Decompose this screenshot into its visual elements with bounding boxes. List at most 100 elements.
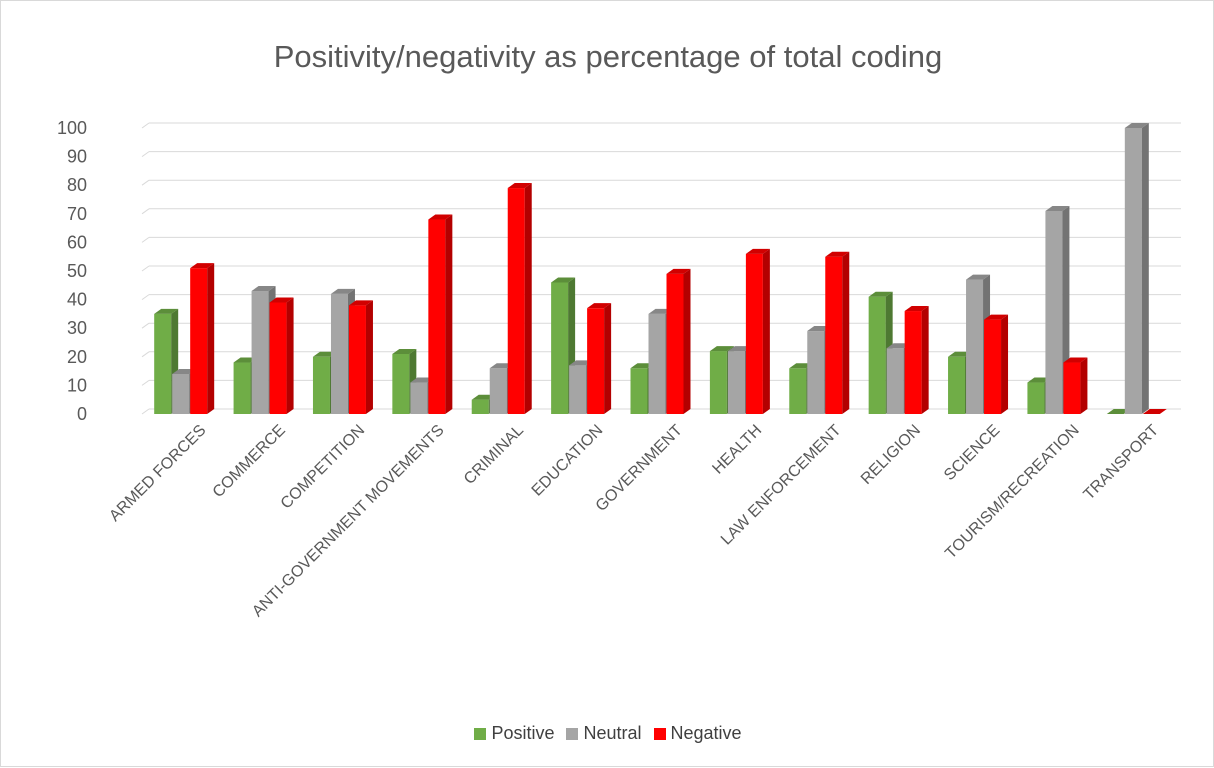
legend-label: Negative: [670, 723, 742, 743]
bar-front: [789, 368, 807, 414]
gridline-depth: [141, 151, 150, 158]
y-tick-label: 30: [67, 318, 87, 338]
y-tick-label: 40: [67, 290, 87, 310]
bar-side: [445, 214, 453, 414]
gridline-depth: [141, 294, 150, 301]
bar-front: [1027, 382, 1045, 414]
bar-front: [190, 268, 208, 414]
legend-label: Neutral: [583, 723, 642, 743]
bar-front: [1124, 128, 1142, 414]
x-tick-label: SCIENCE: [941, 422, 1003, 484]
x-tick-label: COMPETITION: [278, 422, 369, 513]
bar-negative: [348, 300, 373, 414]
bar-front: [410, 382, 428, 414]
bar-front: [868, 296, 886, 414]
bar-top: [709, 346, 734, 352]
bar-side: [762, 248, 770, 414]
bar-front: [1063, 362, 1081, 414]
bar-front: [154, 313, 172, 414]
bar-front: [471, 399, 489, 414]
x-axis-labels: ARMED FORCES COMMERCECOMPETITIONANTI-GOVE…: [106, 422, 1162, 621]
bars: [154, 123, 1167, 414]
bar-top: [1142, 409, 1167, 414]
legend-swatch: [474, 728, 487, 740]
bar-top: [587, 303, 612, 309]
bar-front: [489, 368, 507, 414]
bar-side: [286, 297, 294, 414]
bar-front: [348, 305, 366, 414]
bar-front: [587, 308, 605, 414]
bar-front: [648, 313, 666, 414]
bar-top: [825, 251, 850, 257]
bar-top: [428, 214, 453, 220]
bar-front: [966, 279, 984, 414]
x-tick-label: COMMERCE: [210, 422, 289, 501]
bar-top: [1063, 357, 1088, 363]
bar-front: [807, 331, 825, 414]
bar-neutral: [1124, 123, 1149, 414]
x-tick-label: CRIMINAL: [461, 422, 527, 488]
gridline-depth: [141, 351, 150, 358]
bar-side: [604, 303, 612, 414]
bar-front: [709, 351, 727, 414]
bar-front: [330, 293, 348, 414]
bar-front: [233, 362, 251, 414]
x-tick-label: GOVERNMENT: [593, 422, 686, 515]
bar-front: [312, 356, 330, 414]
y-tick-label: 0: [77, 404, 87, 424]
bar-top: [551, 277, 576, 283]
chart-title: Positivity/negativity as percentage of t…: [273, 39, 943, 74]
bar-top: [190, 263, 215, 269]
y-tick-label: 10: [67, 375, 87, 395]
bar-front: [1045, 210, 1063, 414]
y-axis-ticks: 0 10 20 30 40 50 60 70 80 90 100: [57, 118, 87, 424]
bar-top: [348, 300, 373, 306]
bar-front: [948, 356, 966, 414]
bar-top: [154, 308, 179, 314]
bar-front: [984, 319, 1002, 414]
y-tick-label: 20: [67, 347, 87, 367]
legend-label: Positive: [491, 723, 555, 743]
x-tick-label: ARMED FORCES: [106, 422, 209, 525]
bar-negative: [587, 303, 612, 414]
legend-item-neutral: Neutral: [566, 723, 642, 744]
bar-front: [251, 291, 269, 414]
gridline-depth: [141, 408, 150, 415]
bar-front: [904, 311, 922, 414]
bar-side: [1001, 314, 1009, 414]
bar-top: [507, 183, 532, 189]
bar-front: [269, 302, 287, 414]
bar-side: [1080, 357, 1088, 414]
y-tick-label: 60: [67, 232, 87, 252]
bar-front: [507, 188, 525, 414]
bar-front: [428, 219, 446, 414]
gridline-depth: [141, 208, 150, 215]
legend-item-positive: Positive: [474, 723, 554, 744]
bar-positive: [154, 308, 179, 414]
x-tick-label: EDUCATION: [529, 422, 607, 500]
bar-front: [172, 373, 190, 414]
gridline-depth: [141, 122, 150, 129]
bar-front: [727, 351, 745, 414]
bar-front: [630, 368, 648, 414]
y-tick-label: 100: [57, 118, 87, 138]
bar-side: [921, 306, 929, 414]
legend: Positive Neutral Negative: [1, 723, 1214, 744]
bar-top: [666, 268, 691, 274]
bar-top: [904, 306, 929, 312]
x-tick-label: TOURISM/RECREATION: [942, 422, 1082, 562]
bar-negative: [507, 183, 532, 414]
bar-front: [569, 365, 587, 414]
y-tick-label: 50: [67, 261, 87, 281]
x-tick-label: RELIGION: [858, 422, 924, 488]
bar-top: [1045, 205, 1070, 211]
bar-front: [745, 253, 763, 414]
bar-side: [683, 268, 691, 414]
x-tick-label: HEALTH: [709, 422, 765, 478]
bar-side: [365, 300, 373, 414]
bar-negative: [269, 297, 294, 414]
bar-front: [825, 256, 843, 414]
bar-top: [966, 274, 991, 280]
bar-front: [886, 348, 904, 414]
